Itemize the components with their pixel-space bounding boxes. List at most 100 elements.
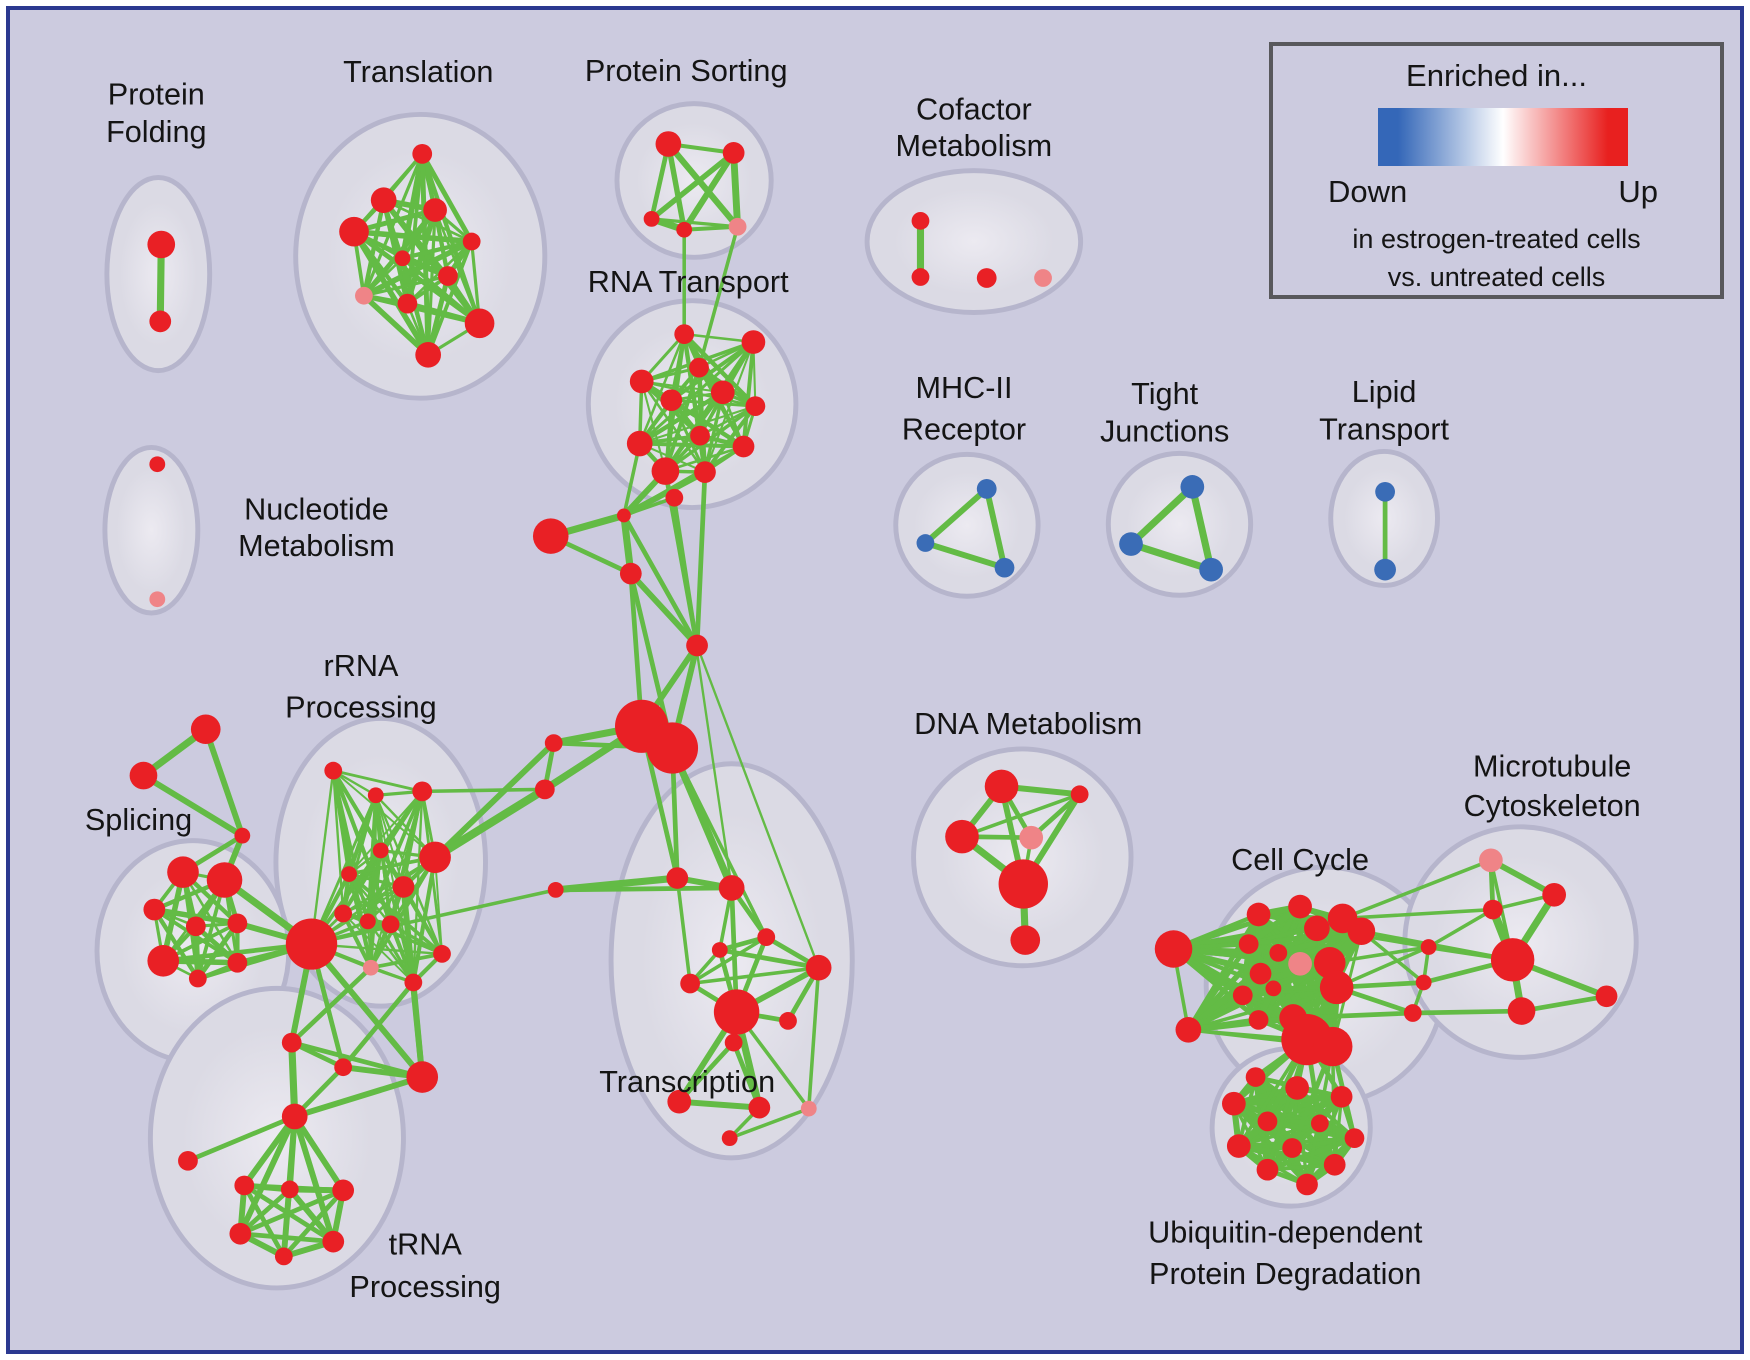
node-tl	[370, 187, 397, 213]
edge-connector	[1359, 929, 1515, 962]
edge-connector	[309, 888, 558, 946]
node-rna	[741, 330, 766, 354]
cluster-cm-ellipse	[864, 168, 1084, 315]
edge-tr	[688, 935, 769, 986]
node-connector	[646, 722, 699, 774]
edge-tl	[362, 274, 450, 298]
edge-rrna	[388, 922, 444, 956]
node-pf	[149, 310, 172, 333]
edge-connector	[622, 495, 677, 518]
node-trna	[281, 1032, 302, 1053]
edge-trna	[237, 1113, 298, 1237]
node-connector	[544, 734, 563, 752]
node-tr	[724, 1033, 743, 1052]
node-tr	[680, 973, 701, 994]
node-cc	[1246, 902, 1271, 927]
edge-rna	[640, 380, 707, 474]
node-tl	[462, 232, 481, 251]
node-dna	[984, 769, 1019, 804]
node-rna	[710, 380, 735, 405]
node-cc	[1319, 970, 1354, 1005]
node-rna	[745, 396, 766, 416]
node-rna	[690, 425, 710, 446]
node-rrna	[334, 904, 353, 923]
node-mt	[1415, 974, 1432, 991]
node-tr	[718, 875, 745, 901]
node-rrna	[367, 787, 384, 804]
node-dna	[998, 859, 1048, 909]
edge-tj	[1127, 483, 1196, 548]
node-trna	[280, 1180, 299, 1199]
node-tl	[397, 293, 418, 314]
node-rrna	[372, 842, 389, 859]
node-cc	[1313, 947, 1346, 979]
node-tl	[412, 144, 433, 164]
edge-ub	[1265, 1162, 1337, 1172]
edge-tl	[362, 257, 404, 298]
cluster-label-tl-line0: Translation	[343, 55, 493, 89]
node-cc	[1265, 980, 1282, 997]
edge-tl	[361, 292, 431, 358]
node-tj	[1180, 475, 1205, 499]
node-cc	[1288, 951, 1312, 976]
legend-box: Enriched in... Down Up in estrogen-treat…	[1269, 42, 1724, 299]
node-trna	[234, 1175, 255, 1196]
edge-rna	[702, 404, 758, 475]
edge-rna	[741, 340, 756, 449]
node-ps	[728, 217, 747, 236]
cluster-label-trna-line1: Processing	[349, 1270, 501, 1304]
edge-spl	[152, 907, 201, 981]
node-ub	[1257, 1111, 1278, 1132]
edge-connector	[308, 941, 426, 1081]
edge-mhc	[922, 540, 1008, 571]
edge-connector	[673, 496, 733, 890]
cluster-label-mhc-line0: MHC-II	[915, 371, 1012, 405]
cluster-label-dna-line0: DNA Metabolism	[914, 707, 1142, 741]
node-cm	[976, 268, 997, 288]
edge-ps	[682, 224, 740, 232]
cluster-label-tj-line1: Junctions	[1100, 415, 1229, 449]
cluster-label-cc-line0: Cell Cycle	[1231, 843, 1369, 877]
node-tl	[394, 250, 411, 267]
edge-trna	[281, 1188, 346, 1259]
node-trna	[274, 1247, 293, 1266]
node-rna	[660, 389, 683, 412]
edge-tj	[1188, 483, 1215, 574]
edge-trna	[237, 1231, 336, 1244]
edge-spl	[195, 920, 240, 982]
edge-connector	[289, 965, 374, 1045]
node-tl	[438, 266, 458, 286]
cluster-label-cm-line0: Cofactor	[916, 92, 1032, 126]
edge-connector	[621, 513, 700, 648]
edge-connector	[694, 469, 708, 648]
node-rrna	[341, 866, 357, 882]
node-lt	[1375, 481, 1395, 502]
edge-connector	[627, 570, 701, 649]
figure-canvas: Protein Folding Translation Protein Sorting…	[6, 6, 1744, 1354]
cluster-label-tj-line0: Tight	[1131, 377, 1198, 411]
edge-ps	[681, 149, 737, 233]
edge-ps	[730, 149, 742, 231]
edge-tl	[400, 256, 482, 326]
node-rrna	[392, 876, 415, 898]
node-tr	[667, 1089, 692, 1114]
legend-title: Enriched in...	[1406, 58, 1587, 93]
node-mt	[1542, 882, 1567, 907]
node-mt	[1507, 997, 1536, 1025]
cluster-nm-ellipse	[102, 445, 201, 616]
edge-rrna	[331, 769, 424, 793]
edge-ps	[665, 140, 741, 230]
edge-trna	[185, 1114, 298, 1164]
cluster-label-ub-line0: Ubiquitin-dependent	[1148, 1216, 1423, 1250]
node-rna	[651, 457, 680, 485]
node-rna	[674, 324, 695, 345]
edge-ps	[665, 141, 687, 233]
edge-tl	[419, 151, 475, 245]
node-cc	[1248, 1010, 1269, 1030]
node-connector	[686, 634, 708, 657]
legend-up-label: Up	[1618, 174, 1658, 209]
edge-connector	[140, 772, 246, 839]
node-connector	[619, 562, 642, 585]
node-tr	[757, 928, 776, 947]
